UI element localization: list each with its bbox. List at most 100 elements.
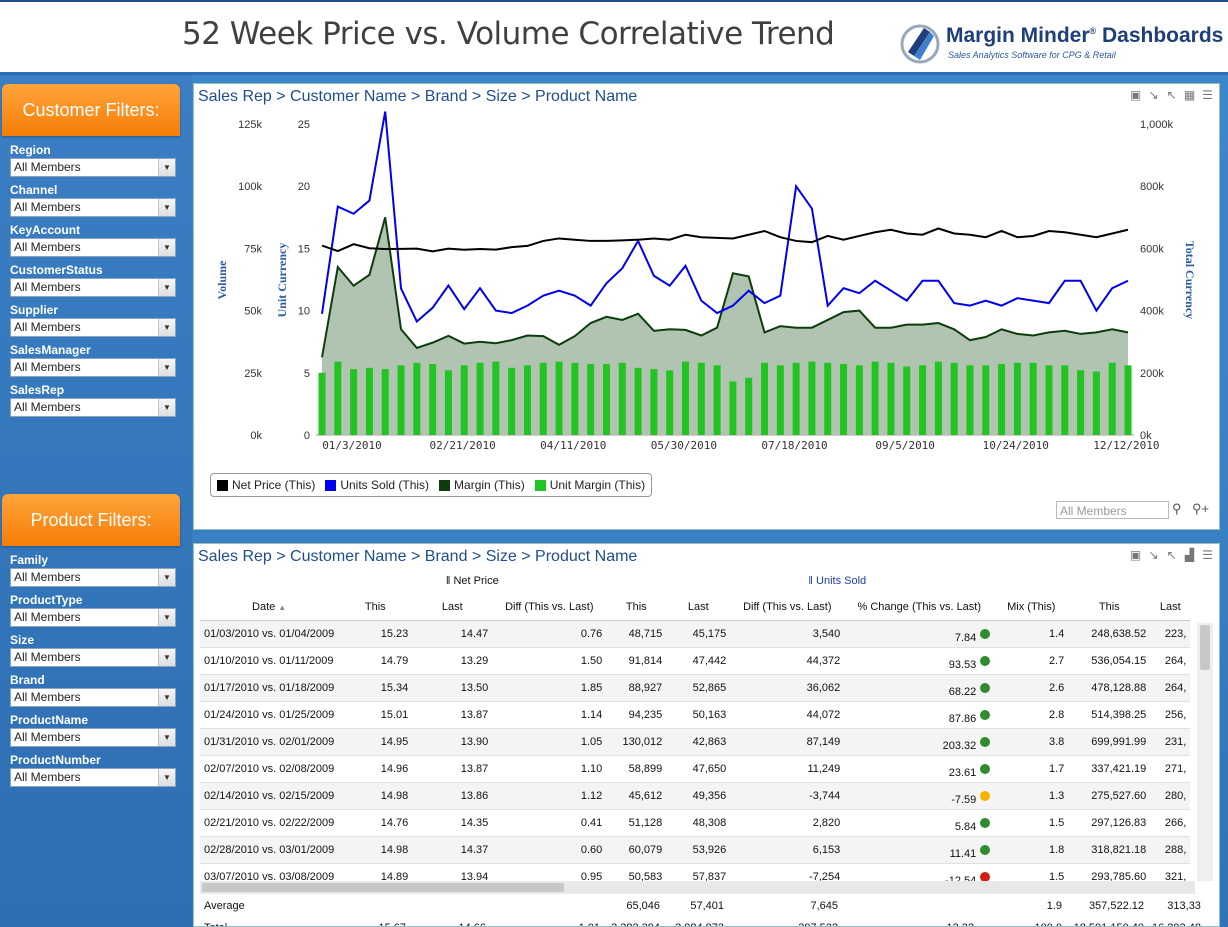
units-sold-group-header[interactable]: ‖ Units Sold — [808, 575, 867, 587]
chevron-down-icon[interactable]: ▼ — [158, 649, 175, 666]
cell-np-diff: 0.76 — [492, 620, 607, 648]
status-indicator-icon — [980, 818, 991, 829]
column-header[interactable]: Last — [412, 594, 493, 621]
table-row[interactable]: 01/31/2010 vs. 02/01/2009 14.95 13.90 1.05 1… — [200, 728, 1191, 756]
summary-cell: 14.66 — [410, 917, 490, 926]
filter-select-productnumber[interactable]: All Members ▼ — [10, 768, 176, 787]
table-row[interactable]: 02/28/2010 vs. 03/01/2009 14.98 14.37 0.60 6… — [200, 836, 1191, 864]
chart-view-icon[interactable]: ▟ — [1184, 547, 1195, 562]
vertical-scrollbar[interactable] — [1197, 623, 1213, 881]
cell-np-last: 13.29 — [412, 647, 493, 675]
filter-select-channel[interactable]: All Members ▼ — [10, 198, 176, 217]
x-tick-label: 09/5/2010 — [875, 439, 935, 452]
export-icon[interactable]: ▣ — [1129, 87, 1142, 102]
filter-select-region[interactable]: All Members ▼ — [10, 158, 176, 177]
column-header[interactable]: This — [606, 594, 667, 621]
unit-currency-tick-label: 25 — [298, 119, 310, 131]
chevron-down-icon[interactable]: ▼ — [158, 199, 175, 216]
export-icon[interactable]: ▣ — [1129, 547, 1142, 562]
column-header[interactable]: Last — [1150, 594, 1191, 621]
table-breadcrumb[interactable]: Sales Rep > Customer Name > Brand > Size… — [198, 548, 638, 565]
legend-margin[interactable]: Margin (This) — [439, 478, 525, 492]
chevron-down-icon[interactable]: ▼ — [158, 399, 175, 416]
column-header[interactable]: Last — [666, 594, 731, 621]
member-search-input[interactable]: All Members — [1056, 501, 1169, 519]
legend-units-sold[interactable]: Units Sold (This) — [325, 478, 429, 492]
column-header[interactable]: This — [1068, 594, 1151, 621]
filter-select-supplier[interactable]: All Members ▼ — [10, 318, 176, 337]
unit-margin-bar — [761, 362, 769, 435]
summary-row: Total15.6714.661.013,382,3942,984,872397… — [200, 917, 1205, 926]
chevron-down-icon[interactable]: ▼ — [158, 689, 175, 706]
column-header[interactable]: This — [338, 594, 413, 621]
unit-margin-bar — [634, 367, 642, 435]
cell-np-diff: 1.12 — [492, 782, 607, 810]
horizontal-scrollbar[interactable] — [200, 881, 1195, 894]
cell-np-this: 14.98 — [338, 782, 413, 810]
chart-breadcrumb[interactable]: Sales Rep > Customer Name > Brand > Size… — [198, 88, 638, 105]
chevron-down-icon[interactable]: ▼ — [158, 769, 175, 786]
unit-margin-bar — [919, 365, 927, 435]
cell-pct: 68.22 — [844, 674, 995, 702]
chevron-down-icon[interactable]: ▼ — [158, 729, 175, 746]
menu-icon[interactable]: ☰ — [1202, 87, 1213, 102]
restore-arrow-icon[interactable]: ↘ — [1148, 87, 1159, 102]
chevron-down-icon[interactable]: ▼ — [158, 569, 175, 586]
maximize-arrow-icon[interactable]: ↖ — [1166, 87, 1177, 102]
cell-np-this: 15.01 — [338, 701, 413, 729]
chevron-down-icon[interactable]: ▼ — [158, 239, 175, 256]
chevron-down-icon[interactable]: ▼ — [158, 159, 175, 176]
cell-np-last: 13.87 — [412, 755, 493, 783]
column-header[interactable]: Diff (This vs. Last) — [730, 594, 845, 621]
filter-selected-value: All Members — [14, 570, 81, 584]
unit-margin-bar — [1045, 365, 1053, 435]
filter-select-producttype[interactable]: All Members ▼ — [10, 608, 176, 627]
search-icon[interactable]: ⚲ — [1172, 501, 1182, 516]
status-indicator-icon — [980, 710, 991, 721]
menu-icon[interactable]: ☰ — [1202, 547, 1213, 562]
filter-select-productname[interactable]: All Members ▼ — [10, 728, 176, 747]
table-row[interactable]: 02/07/2010 vs. 02/08/2009 14.96 13.87 1.10 5… — [200, 755, 1191, 783]
filter-select-customerstatus[interactable]: All Members ▼ — [10, 278, 176, 297]
filter-selected-value: All Members — [14, 320, 81, 334]
cell-t-last: 288, — [1150, 836, 1191, 864]
table-row[interactable]: 02/14/2010 vs. 02/15/2009 14.98 13.86 1.12 4… — [200, 782, 1191, 810]
cell-t-last: 231, — [1150, 728, 1191, 756]
table-row[interactable]: 01/24/2010 vs. 01/25/2009 15.01 13.87 1.14 9… — [200, 701, 1191, 729]
chevron-down-icon[interactable]: ▼ — [158, 279, 175, 296]
table-row[interactable]: 01/17/2010 vs. 01/18/2009 15.34 13.50 1.85 8… — [200, 674, 1191, 702]
column-header[interactable]: Mix (This) — [994, 594, 1069, 621]
restore-arrow-icon[interactable]: ↘ — [1148, 547, 1159, 562]
unit-margin-bar — [508, 367, 516, 435]
cell-t-this: 297,126.83 — [1068, 809, 1151, 837]
filter-select-family[interactable]: All Members ▼ — [10, 568, 176, 587]
summary-cell: 1.01 — [490, 917, 604, 926]
chevron-down-icon[interactable]: ▼ — [158, 609, 175, 626]
legend-net-price[interactable]: Net Price (This) — [217, 478, 315, 492]
table-row[interactable]: 01/10/2010 vs. 01/11/2009 14.79 13.29 1.50 9… — [200, 647, 1191, 675]
column-header[interactable]: Date ▲ — [200, 594, 339, 621]
legend-unit-margin[interactable]: Unit Margin (This) — [534, 478, 645, 492]
filter-select-brand[interactable]: All Members ▼ — [10, 688, 176, 707]
table-view-icon[interactable]: ▦ — [1183, 87, 1196, 102]
unit-margin-bar — [1092, 371, 1100, 435]
filter-select-size[interactable]: All Members ▼ — [10, 648, 176, 667]
cell-t-last: 280, — [1150, 782, 1191, 810]
table-row[interactable]: 02/21/2010 vs. 02/22/2009 14.76 14.35 0.41 5… — [200, 809, 1191, 837]
chevron-down-icon[interactable]: ▼ — [158, 359, 175, 376]
add-search-icon[interactable]: ⚲+ — [1192, 501, 1210, 516]
chevron-down-icon[interactable]: ▼ — [158, 319, 175, 336]
table-row[interactable]: 01/03/2010 vs. 01/04/2009 15.23 14.47 0.76 4… — [200, 620, 1191, 648]
column-header[interactable]: Diff (This vs. Last) — [492, 594, 607, 621]
filter-select-salesmanager[interactable]: All Members ▼ — [10, 358, 176, 377]
filter-select-keyaccount[interactable]: All Members ▼ — [10, 238, 176, 257]
cell-np-this: 14.98 — [338, 836, 413, 864]
maximize-arrow-icon[interactable]: ↖ — [1166, 547, 1177, 562]
net-price-group-header[interactable]: ‖ Net Price — [445, 575, 499, 587]
column-header[interactable]: % Change (This vs. Last) — [844, 594, 995, 621]
unit-margin-bar — [982, 365, 990, 435]
summary-cell — [336, 895, 410, 917]
table-toolbar: ▣ ↘ ↖ ▟ ☰ — [1128, 547, 1215, 562]
unit-margin-bar — [476, 362, 484, 435]
filter-select-salesrep[interactable]: All Members ▼ — [10, 398, 176, 417]
